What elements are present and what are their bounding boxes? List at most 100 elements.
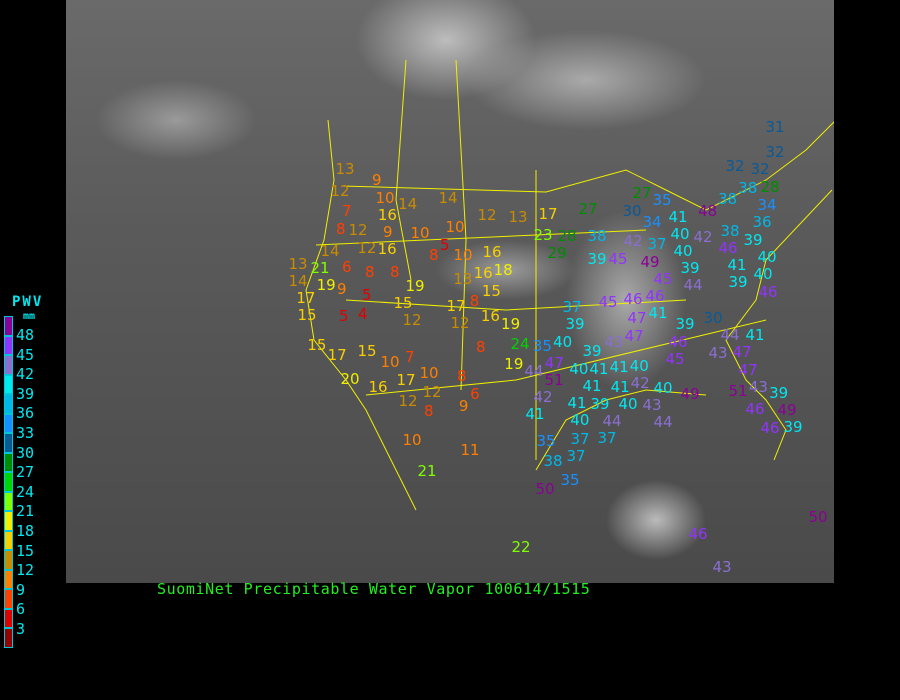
- station-pwv-value: 12: [357, 238, 377, 257]
- state-line: [365, 319, 767, 396]
- station-pwv-value: 45: [665, 350, 685, 368]
- station-pwv-value: 38: [738, 178, 758, 197]
- station-pwv-value: 8: [365, 263, 375, 281]
- station-pwv-value: 46: [668, 332, 688, 351]
- station-pwv-value: 12: [422, 383, 442, 401]
- station-pwv-value: 39: [728, 273, 748, 292]
- station-pwv-value: 32: [750, 160, 770, 179]
- legend-tick: 30: [16, 443, 35, 462]
- color-swatch: [4, 316, 13, 336]
- station-pwv-value: 41: [668, 207, 688, 226]
- station-pwv-value: 10: [402, 431, 422, 449]
- station-pwv-value: 19: [316, 275, 336, 294]
- station-pwv-value: 34: [642, 213, 662, 232]
- station-pwv-value: 38: [718, 190, 738, 208]
- station-pwv-value: 46: [760, 418, 780, 437]
- station-pwv-value: 13: [335, 160, 355, 178]
- station-pwv-value: 6: [342, 258, 352, 276]
- station-pwv-value: 44: [683, 275, 703, 294]
- station-pwv-value: 21: [417, 462, 437, 480]
- station-pwv-value: 41: [589, 360, 609, 379]
- station-pwv-value: 14: [288, 272, 308, 291]
- station-pwv-value: 18: [493, 260, 513, 279]
- station-pwv-value: 15: [307, 336, 327, 354]
- station-pwv-value: 7: [342, 202, 352, 220]
- station-pwv-value: 38: [587, 227, 607, 245]
- station-pwv-value: 38: [720, 221, 740, 240]
- station-pwv-value: 12: [477, 206, 497, 224]
- state-line: [315, 229, 647, 246]
- station-pwv-value: 35: [532, 336, 552, 355]
- satellite-map: [66, 0, 834, 583]
- legend-tick: 48: [16, 326, 35, 344]
- station-pwv-value: 35: [536, 432, 556, 450]
- station-pwv-value: 10: [380, 353, 400, 371]
- station-pwv-value: 35: [560, 471, 580, 489]
- station-pwv-value: 5: [440, 235, 450, 254]
- station-pwv-value: 8: [424, 402, 434, 420]
- station-pwv-value: 41: [525, 404, 545, 423]
- station-pwv-value: 20: [340, 370, 360, 388]
- legend-tick: 27: [16, 463, 35, 482]
- station-pwv-value: 37: [566, 447, 586, 466]
- station-pwv-value: 6: [470, 385, 480, 403]
- station-pwv-value: 44: [602, 411, 622, 430]
- station-pwv-value: 9: [337, 280, 347, 298]
- station-pwv-value: 40: [553, 332, 573, 351]
- station-pwv-value: 41: [610, 377, 630, 396]
- west-coast: [305, 119, 417, 511]
- station-pwv-value: 13: [288, 255, 308, 273]
- station-pwv-value: 50: [808, 508, 828, 526]
- legend-tick: 18: [16, 522, 35, 540]
- station-pwv-value: 39: [783, 418, 803, 437]
- legend-tick: 42: [16, 365, 35, 384]
- station-pwv-value: 43: [748, 377, 768, 396]
- station-pwv-value: 47: [627, 309, 647, 328]
- state-line: [395, 59, 412, 281]
- station-pwv-value: 7: [405, 348, 415, 366]
- station-pwv-value: 51: [544, 370, 564, 389]
- legend-tick: 21: [16, 502, 35, 521]
- station-pwv-value: 40: [757, 248, 777, 267]
- station-pwv-value: 40: [670, 224, 690, 243]
- color-swatch: [4, 472, 13, 492]
- station-pwv-value: 16: [473, 264, 493, 283]
- station-pwv-value: 27: [632, 184, 652, 203]
- station-pwv-value: 39: [680, 258, 700, 277]
- station-pwv-value: 5: [339, 307, 349, 325]
- station-pwv-value: 43: [604, 333, 624, 351]
- station-pwv-value: 23: [533, 226, 553, 245]
- color-swatch: [4, 589, 13, 609]
- station-pwv-value: 45: [598, 293, 618, 311]
- legend-tick: 45: [16, 345, 35, 364]
- station-pwv-value: 42: [693, 228, 713, 246]
- station-pwv-value: 45: [653, 269, 673, 288]
- station-pwv-value: 43: [712, 558, 732, 576]
- station-pwv-value: 11: [460, 441, 480, 459]
- station-pwv-value: 37: [562, 298, 582, 316]
- station-pwv-value: 36: [752, 212, 772, 231]
- station-pwv-value: 39: [587, 250, 607, 268]
- station-pwv-value: 9: [372, 171, 382, 190]
- color-swatch: [4, 374, 13, 394]
- color-swatch: [4, 530, 13, 550]
- station-pwv-value: 10: [375, 188, 395, 207]
- station-pwv-value: 19: [501, 315, 521, 333]
- station-pwv-value: 30: [703, 309, 723, 328]
- station-pwv-value: 39: [675, 315, 695, 334]
- station-pwv-value: 16: [377, 205, 397, 224]
- station-pwv-value: 39: [582, 342, 602, 360]
- legend-tick: 36: [16, 404, 35, 423]
- station-pwv-value: 40: [569, 359, 589, 378]
- station-pwv-value: 30: [622, 201, 642, 220]
- station-pwv-value: 46: [745, 400, 765, 418]
- station-pwv-value: 49: [777, 401, 797, 420]
- station-pwv-value: 10: [453, 246, 473, 264]
- legend-tick: 12: [16, 561, 35, 580]
- station-pwv-value: 48: [698, 202, 718, 220]
- station-pwv-value: 19: [504, 355, 524, 373]
- station-pwv-value: 35: [652, 190, 672, 209]
- station-pwv-value: 40: [653, 379, 673, 398]
- station-pwv-value: 14: [320, 241, 340, 260]
- station-pwv-value: 14: [438, 189, 458, 207]
